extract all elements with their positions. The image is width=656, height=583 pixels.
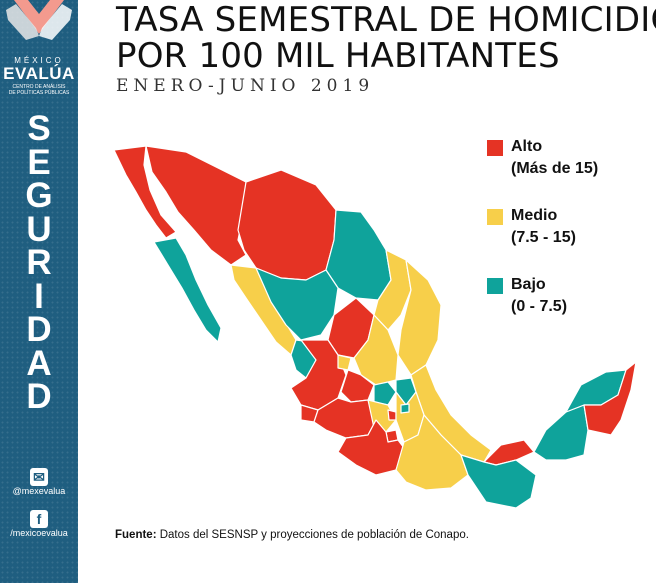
legend-swatch-bajo (487, 278, 503, 294)
legend-label-alto: Alto (511, 138, 543, 155)
section-letter: D (26, 377, 52, 416)
state-aguascalientes (337, 354, 352, 371)
brand-top-text: MÉXICO (14, 56, 64, 65)
brand-subtitle-line2: DE POLÍTICAS PÚBLICAS (8, 90, 70, 96)
state-guerrero (337, 419, 405, 476)
mexico-evalua-logo (6, 0, 72, 40)
legend-swatch-medio (487, 209, 503, 225)
source-text: Datos del SESNSP y proyecciones de pobla… (156, 529, 469, 541)
section-letter: R (26, 243, 52, 282)
state-chiapas (460, 454, 537, 509)
brand-name: EVALÚA (3, 64, 75, 83)
section-letter: I (34, 276, 44, 316)
source-note: Fuente: Datos del SESNSP y proyecciones … (115, 529, 469, 541)
twitter-block[interactable]: ✉ @mexevalua (0, 468, 78, 496)
twitter-icon[interactable]: ✉ (30, 468, 48, 486)
period-subtitle: ENERO-JUNIO 2019 (116, 76, 375, 96)
state-queretaro (373, 381, 397, 406)
section-letter: G (25, 176, 53, 215)
state-tlaxcala (400, 403, 410, 414)
title-line1: TASA SEMESTRAL DE HOMICIDIO (116, 0, 656, 40)
facebook-handle[interactable]: /mexicoevalua (10, 528, 68, 538)
legend-label-medio: Medio (511, 207, 558, 224)
state-cdmx (387, 409, 397, 421)
legend-range-medio: (7.5 - 15) (511, 229, 576, 246)
facebook-block[interactable]: f /mexicoevalua (0, 510, 78, 538)
state-baja-california (113, 145, 177, 239)
section-letter: U (26, 209, 52, 249)
page-title: TASA SEMESTRAL DE HOMICIDIO POR 100 MIL … (116, 2, 656, 74)
legend-range-bajo: (0 - 7.5) (511, 298, 568, 315)
section-letter: D (26, 310, 52, 349)
legend-label-bajo: Bajo (511, 276, 546, 293)
twitter-handle[interactable]: @mexevalua (12, 486, 66, 496)
title-line2: POR 100 MIL HABITANTES (116, 36, 560, 76)
legend-swatch-alto (487, 140, 503, 156)
source-label: Fuente: (115, 529, 157, 541)
section-letter: E (27, 142, 51, 182)
legend-range-alto: (Más de 15) (511, 160, 599, 177)
brand-subtitle: CENTRO DE ANÁLISIS DE POLÍTICAS PÚBLICAS (8, 84, 70, 96)
state-chihuahua (237, 169, 337, 281)
facebook-icon[interactable]: f (30, 510, 48, 528)
section-letter: S (27, 109, 51, 148)
section-label-seguridad: S E G U R I D A D (0, 109, 78, 416)
state-campeche (533, 404, 589, 461)
state-baja-california-sur (153, 237, 222, 343)
section-letter: A (26, 343, 52, 383)
brand-subtitle-line1: CENTRO DE ANÁLISIS (12, 84, 66, 90)
state-quintana-roo (583, 361, 637, 436)
sidebar: MÉXICO EVALÚA CENTRO DE ANÁLISIS DE POLÍ… (0, 0, 78, 583)
mexico-homicide-map (113, 145, 637, 509)
